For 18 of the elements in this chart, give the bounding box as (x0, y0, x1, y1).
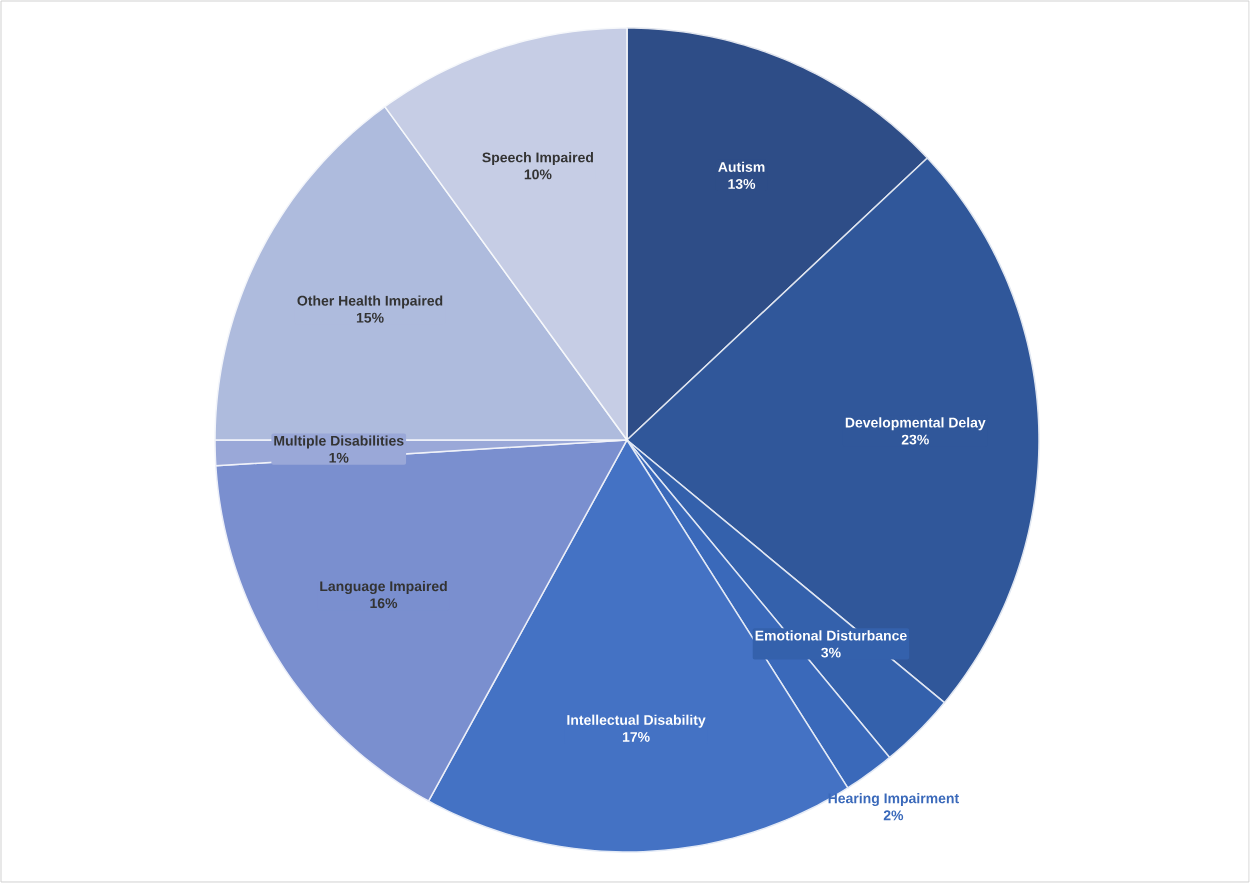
data-label: 16% (370, 598, 398, 609)
slice-label: Speech Impaired (482, 152, 593, 166)
slice-label: Multiple Disabilities (274, 435, 404, 449)
data-label: 3% (821, 647, 841, 658)
data-label: 10% (524, 169, 552, 180)
data-label: 23% (901, 434, 929, 445)
data-label: 1% (329, 452, 349, 463)
slice-label: Other Health Impaired (297, 295, 443, 309)
slice-label: Intellectual Disability (567, 714, 706, 728)
slice-label: Hearing Impairment (828, 792, 959, 807)
data-label: 15% (356, 312, 384, 323)
slice-label: Autism (718, 161, 765, 172)
slice-label: Developmental Delay (845, 417, 986, 431)
slice-label: Language Impaired (320, 580, 447, 594)
data-label: 2% (883, 810, 904, 821)
data-label: 13% (728, 179, 756, 189)
data-label: 17% (622, 732, 650, 742)
slice-label: Emotional Disturbance (755, 630, 907, 641)
